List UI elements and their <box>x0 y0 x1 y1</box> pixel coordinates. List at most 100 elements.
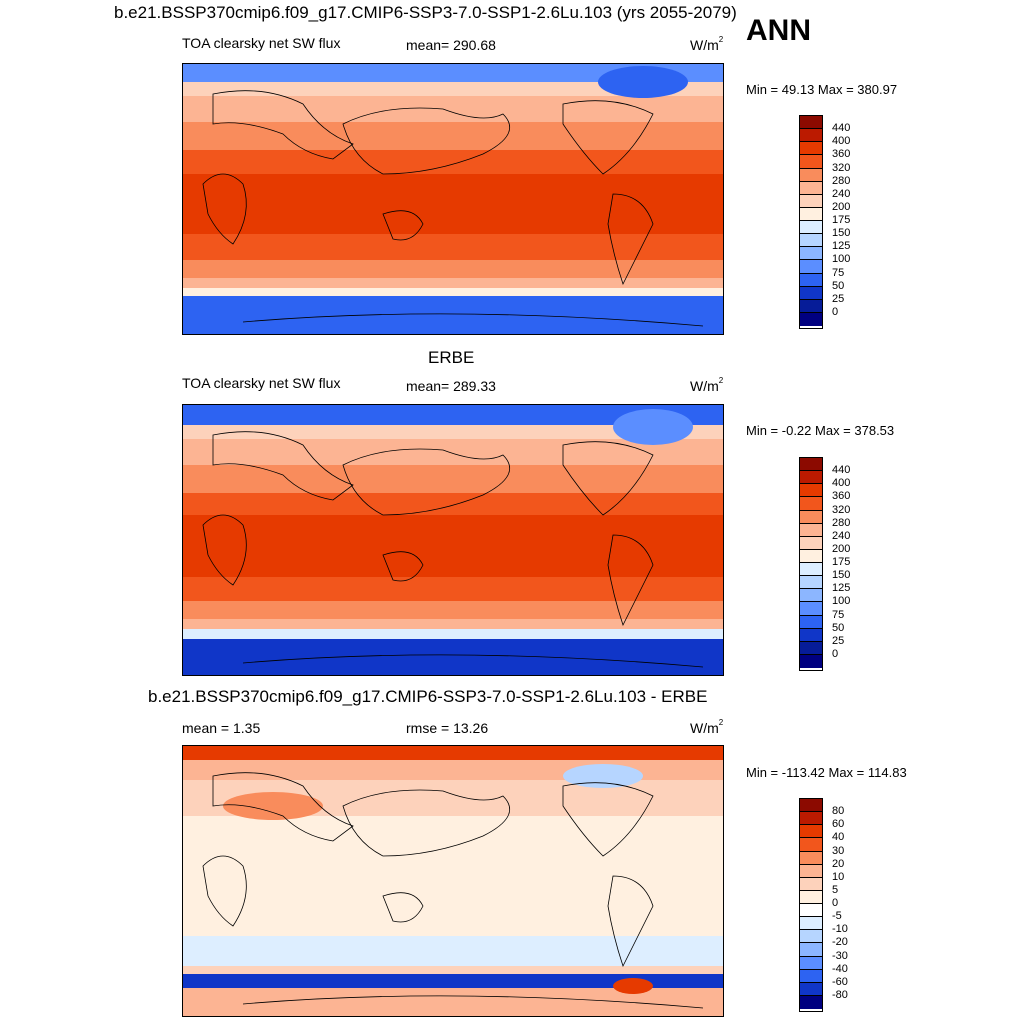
colorbar-swatch <box>800 142 822 156</box>
colorbar-tick-label: 75 <box>832 266 845 279</box>
colorbar-swatch <box>800 930 822 944</box>
colorbar-tick-label: 240 <box>832 529 851 542</box>
colorbar-swatch <box>800 812 822 826</box>
colorbar-tick-label: -40 <box>832 962 848 975</box>
colorbar-swatch <box>800 536 822 550</box>
map-diff <box>182 745 724 1017</box>
colorbar-swatch <box>800 825 822 839</box>
colorbar-tick-label: 125 <box>832 582 851 595</box>
panel-left-label: mean = 1.35 <box>182 720 261 736</box>
colorbar-tick-label: 320 <box>832 161 851 174</box>
colorbar-tick-label: 75 <box>832 608 845 621</box>
colorbar-swatch <box>800 877 822 891</box>
panel-minmax: Min = -113.42 Max = 114.83 <box>746 765 907 780</box>
colorbar-swatch <box>800 576 822 590</box>
colorbar-tick-label: 150 <box>832 569 851 582</box>
colorbar-swatch <box>800 615 822 629</box>
colorbar-swatch <box>800 497 822 511</box>
colorbar-swatch <box>800 181 822 195</box>
colorbar-tick-label: 0 <box>832 305 839 318</box>
panel-unit-label: W/m2 <box>690 35 724 53</box>
colorbar-swatch <box>800 943 822 957</box>
colorbar-swatch <box>800 299 822 313</box>
season-label: ANN <box>746 14 811 47</box>
colorbar-tick-label: 400 <box>832 135 851 148</box>
colorbar-tick-label: 200 <box>832 200 851 213</box>
colorbar-swatch <box>800 260 822 274</box>
colorbar-tick-label: 150 <box>832 227 851 240</box>
colorbar-swatch <box>800 799 822 813</box>
colorbar-tick-label: -30 <box>832 949 848 962</box>
map-obs <box>182 404 724 676</box>
colorbar-swatch <box>800 458 822 472</box>
colorbar-swatch <box>800 247 822 261</box>
colorbar-swatch <box>800 129 822 143</box>
colorbar-swatch <box>800 484 822 498</box>
colorbar-tick-label: 400 <box>832 477 851 490</box>
main-title: b.e21.BSSP370cmip6.f09_g17.CMIP6-SSP3-7.… <box>114 3 737 22</box>
colorbar-tick-label: 125 <box>832 240 851 253</box>
colorbar-tick-label: 40 <box>832 831 845 844</box>
colorbar-swatch <box>800 969 822 983</box>
colorbar-tick-label: 10 <box>832 870 845 883</box>
colorbar-tick-label: 440 <box>832 122 851 135</box>
colorbar-swatch <box>800 602 822 616</box>
colorbar-tick-label: 30 <box>832 844 845 857</box>
colorbar-tick-label: 20 <box>832 857 845 870</box>
colorbar-swatch <box>800 523 822 537</box>
colorbar-swatch <box>800 838 822 852</box>
colorbar-tick-label: 360 <box>832 490 851 503</box>
colorbar-swatch <box>800 654 822 668</box>
colorbar-swatch <box>800 221 822 235</box>
colorbar-swatch <box>800 982 822 996</box>
colorbar-tick-label: 25 <box>832 634 845 647</box>
colorbar-tick-label: 50 <box>832 279 845 292</box>
colorbar-tick-label: 60 <box>832 818 845 831</box>
panel-left-label: TOA clearsky net SW flux <box>182 35 341 51</box>
colorbar-tick-label: 50 <box>832 621 845 634</box>
panel-mean-label: mean= 290.68 <box>406 37 496 53</box>
colorbar-swatch <box>800 917 822 931</box>
colorbar-tick-label: 0 <box>832 647 839 660</box>
colorbar-swatch <box>800 995 822 1009</box>
colorbar-tick-label: 280 <box>832 174 851 187</box>
colorbar-tick-label: -20 <box>832 936 848 949</box>
colorbar-tick-label: 280 <box>832 516 851 529</box>
colorbar-swatch <box>800 510 822 524</box>
colorbar-tick-label: 5 <box>832 883 839 896</box>
panel-unit-label: W/m2 <box>690 718 724 736</box>
colorbar-tick-label: 175 <box>832 214 851 226</box>
colorbar-tick-label: -10 <box>832 923 848 936</box>
colorbar-swatch <box>800 312 822 326</box>
colorbar-tick-label: 320 <box>832 503 851 516</box>
colorbar-swatch <box>800 890 822 904</box>
colorbar-tick-label: 25 <box>832 292 845 305</box>
panel-section-title: ERBE <box>428 348 475 367</box>
colorbar-swatch <box>800 549 822 563</box>
panel-mean-label: mean= 289.33 <box>406 378 496 394</box>
colorbar-swatch <box>800 589 822 603</box>
panel-section-title: b.e21.BSSP370cmip6.f09_g17.CMIP6-SSP3-7.… <box>148 687 708 706</box>
colorbar-tick-label: 100 <box>832 253 851 266</box>
colorbar-tick-label: 0 <box>832 897 839 909</box>
colorbar-swatch <box>800 273 822 287</box>
colorbar-tick-label: 240 <box>832 187 851 200</box>
colorbar-swatch <box>800 471 822 485</box>
colorbar-swatch <box>800 234 822 248</box>
colorbar-model <box>799 115 823 329</box>
colorbar-tick-label: 100 <box>832 595 851 608</box>
panel-center-label: rmse = 13.26 <box>406 720 489 736</box>
colorbar-swatch <box>800 286 822 300</box>
panel-minmax: Min = 49.13 Max = 380.97 <box>746 82 898 97</box>
colorbar-swatch <box>800 864 822 878</box>
colorbar-tick-label: 200 <box>832 542 851 555</box>
colorbar-tick-label: 80 <box>832 805 845 818</box>
colorbar-tick-label: -80 <box>832 988 848 1001</box>
colorbar-tick-label: 175 <box>832 556 851 568</box>
colorbar-swatch <box>800 116 822 130</box>
colorbar-swatch <box>800 563 822 577</box>
panel-unit-label: W/m2 <box>690 376 724 394</box>
colorbar-swatch <box>800 155 822 169</box>
colorbar-swatch <box>800 904 822 918</box>
panel-left-label: TOA clearsky net SW flux <box>182 375 341 391</box>
